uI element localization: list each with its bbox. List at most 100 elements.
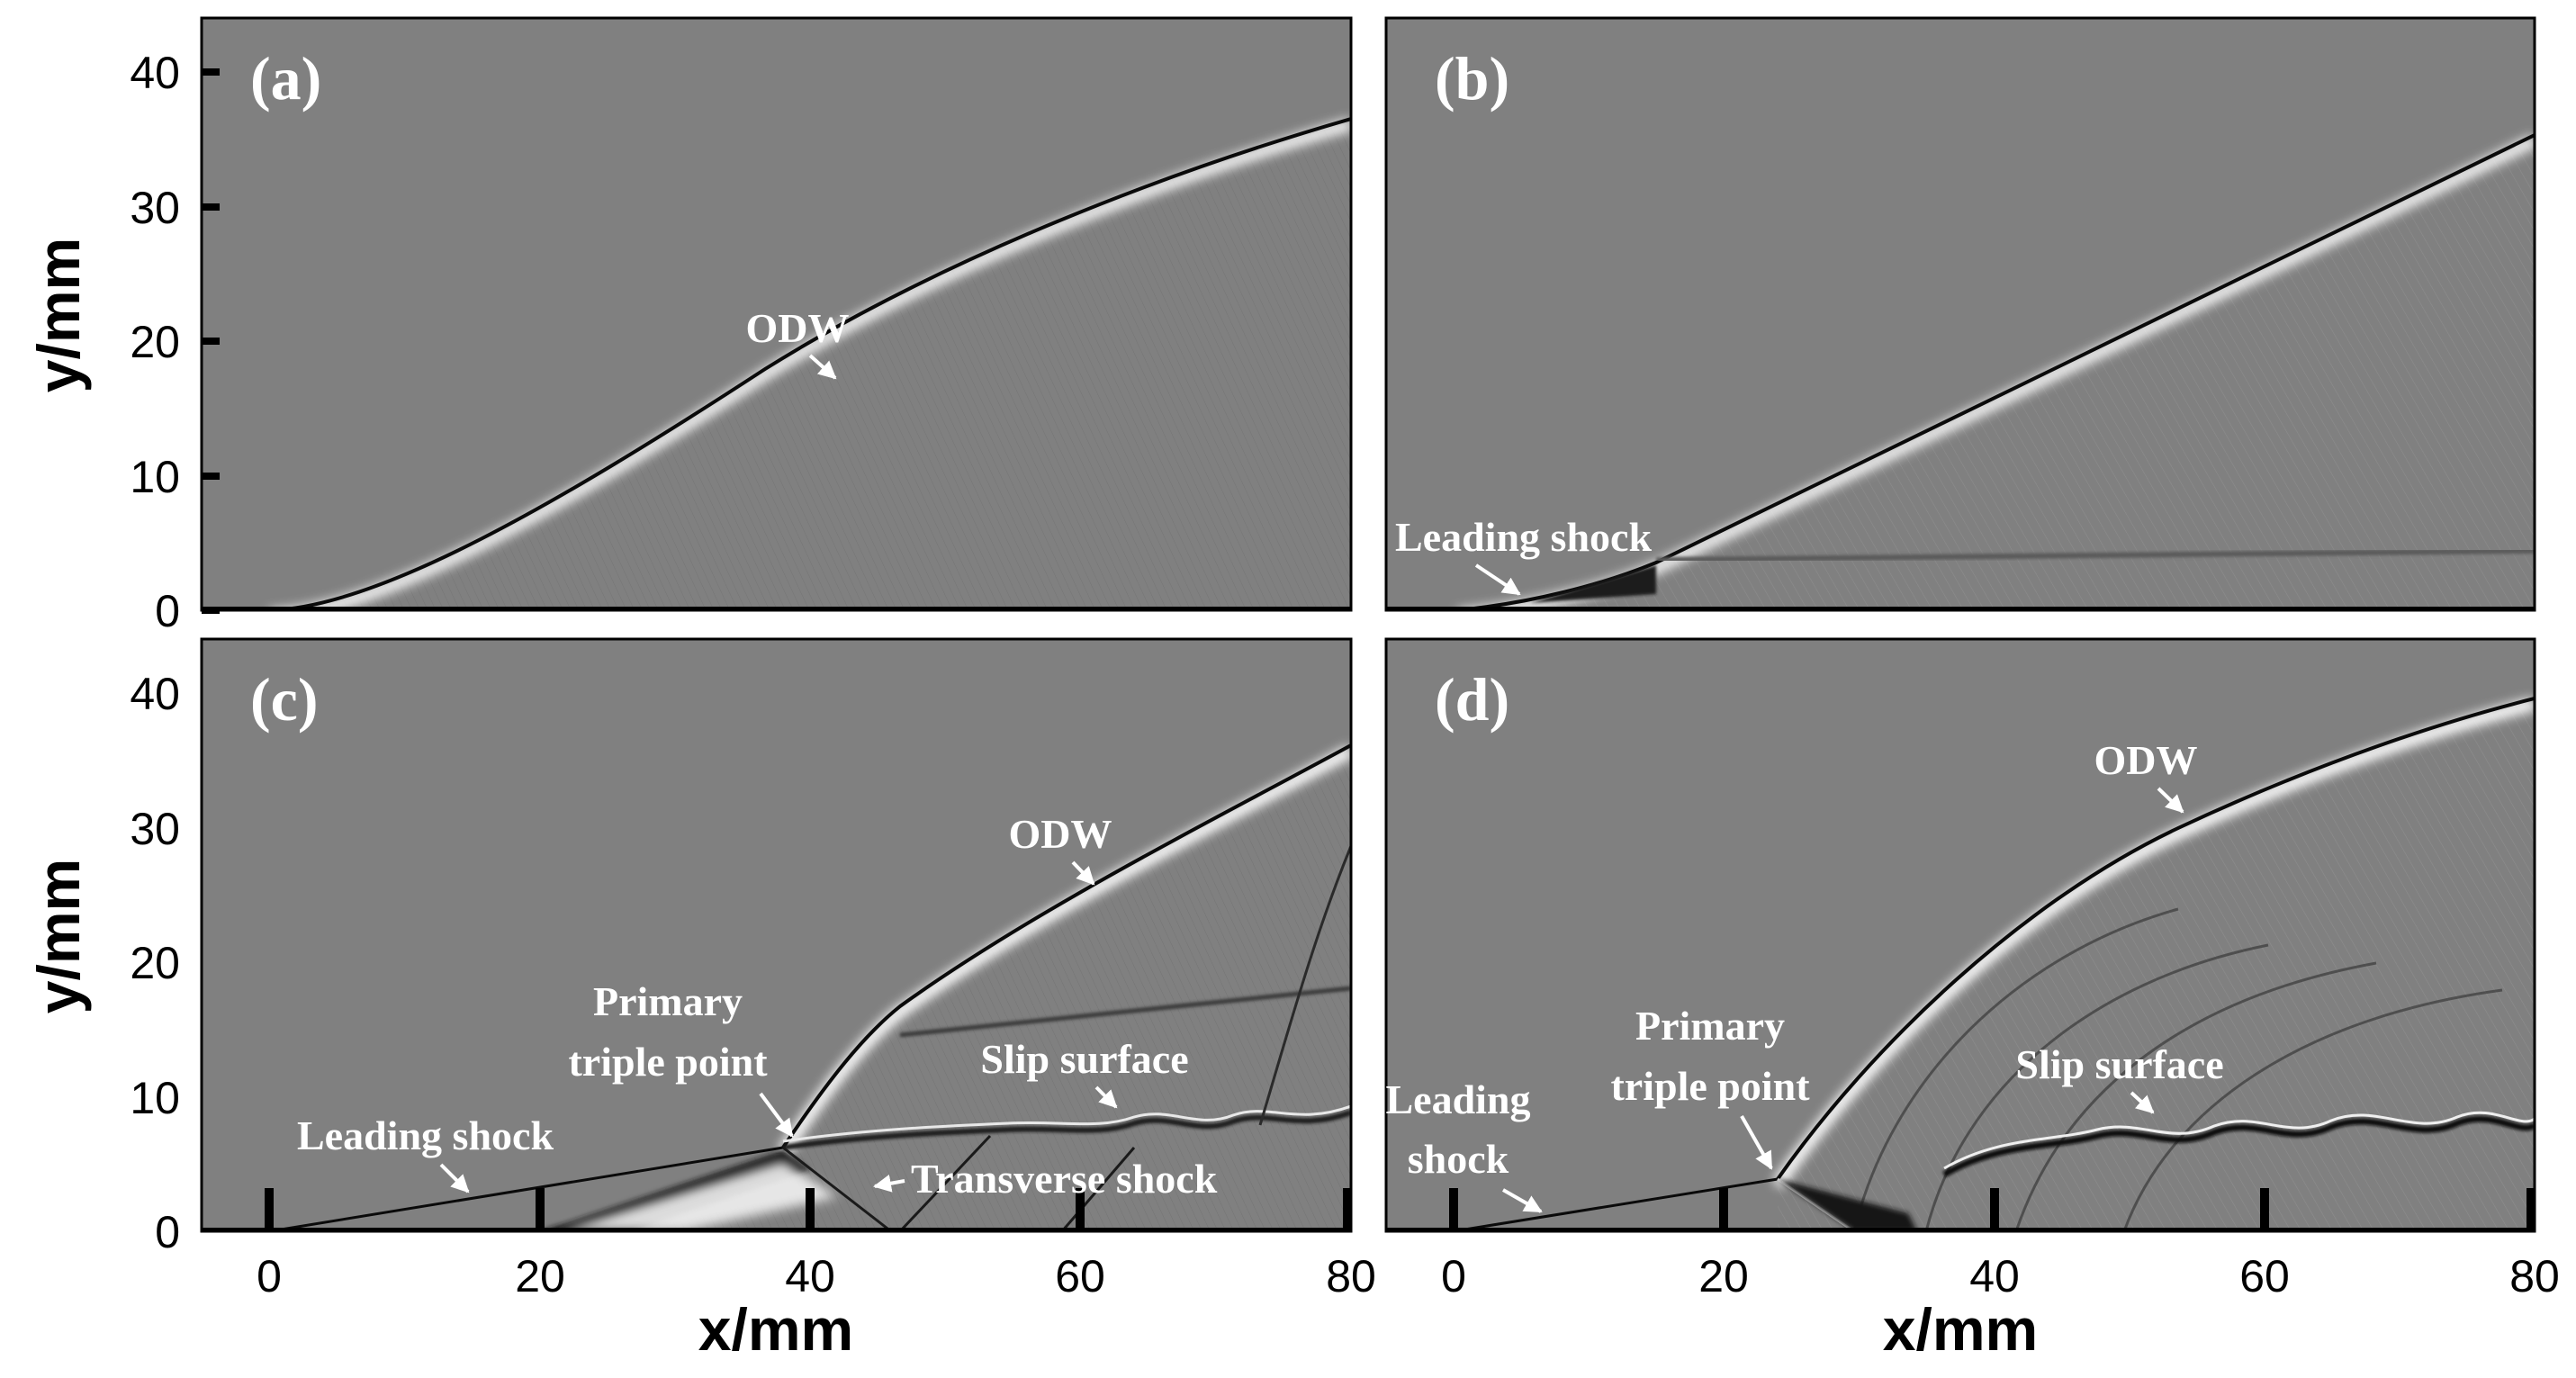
panel-c-frame — [200, 637, 1353, 1233]
x-tick-label: 0 — [257, 1251, 282, 1301]
x-axis-title-right: x/mm — [1883, 1296, 2038, 1363]
panel-c-secondary-wave — [1258, 845, 1351, 1126]
panel-c-white-wedge — [558, 1161, 837, 1231]
panel-b-frame — [1384, 16, 2536, 612]
y-tick-label: 40 — [130, 669, 180, 719]
panel-a-shock-glow — [269, 118, 1351, 610]
panel-d-annotation-triple-point: Primary triple point — [1610, 1003, 1810, 1170]
panel-c-annotation-transverse-shock: Transverse shock — [873, 1156, 1218, 1202]
panel-a-annotation-odw: ODW — [746, 305, 850, 380]
panel-d-annotation-odw: ODW — [2094, 737, 2198, 814]
annotation-arrow — [1740, 1115, 1773, 1170]
panel-d-odw-glow — [1772, 698, 2535, 1189]
x-tick-label: 60 — [2239, 1251, 2290, 1301]
annotation-text: Leading — [1385, 1076, 1530, 1122]
panel-c-odw-glow — [778, 744, 1351, 1157]
annotation-arrow — [873, 1174, 905, 1193]
panel-c-transverse-shock-2 — [898, 1134, 992, 1231]
panel-a-label: (a) — [250, 44, 321, 113]
panel-d-ground-ticks — [1449, 1188, 2535, 1231]
y-axis-title-bottom: y/mm — [25, 859, 92, 1013]
x-tick-label: 40 — [1969, 1251, 2020, 1301]
annotation-arrow — [1474, 563, 1521, 596]
y-tick-label: 0 — [155, 586, 180, 636]
panel-a-post-shock-region — [270, 119, 1351, 610]
panel-c-ground — [202, 1228, 1351, 1231]
panel-c-dark-wedge — [540, 1150, 810, 1231]
x-ticks-left: 0 20 40 60 80 — [257, 1251, 1376, 1301]
y-tick-label: 20 — [130, 317, 180, 367]
y-tick-label: 10 — [130, 452, 180, 502]
panel-c-odw-front — [781, 743, 1351, 1149]
panel-d — [1386, 639, 2535, 1231]
x-tick-label: 40 — [785, 1251, 835, 1301]
panel-d-annotation-slip-surface: Slip surface — [2015, 1041, 2224, 1114]
panel-d-post-shock-region — [1778, 698, 2535, 1231]
panel-d-slip-surface-highlight — [1943, 1111, 2535, 1170]
panel-c — [202, 639, 1351, 1231]
x-tick-label: 60 — [1055, 1251, 1105, 1301]
annotation-text: triple point — [568, 1039, 768, 1085]
panel-c-leading-shock — [269, 1146, 784, 1231]
annotation-arrow — [439, 1163, 470, 1193]
panel-d-annotation-leading-shock: Leading shock — [1385, 1076, 1543, 1213]
y-ticks-bottom: 0 10 20 30 40 — [130, 669, 180, 1257]
panel-a-ground — [202, 607, 1351, 610]
panel-b-ground — [1386, 607, 2535, 610]
y-tick-label: 30 — [130, 183, 180, 233]
panel-a-odw-front — [269, 117, 1351, 610]
panel-a-y-ticks — [202, 68, 220, 614]
panel-c-ground-ticks — [265, 1188, 1352, 1231]
panel-d-odw-front — [1776, 697, 2535, 1181]
panel-b-annotation-leading-shock: Leading shock — [1395, 514, 1652, 596]
panel-c-transverse-shock — [782, 1146, 892, 1231]
panel-d-dark-wedge — [1778, 1179, 1917, 1231]
panel-d-label: (d) — [1435, 665, 1509, 734]
annotation-text: Primary — [1635, 1003, 1785, 1049]
panel-d-slip-surface — [1942, 1115, 2535, 1178]
annotation-text: Slip surface — [980, 1036, 1188, 1082]
panel-d-leading-shock — [1453, 1177, 1779, 1231]
annotation-text: Leading shock — [297, 1112, 554, 1158]
annotation-arrow — [2130, 1091, 2155, 1114]
annotation-text: shock — [1408, 1136, 1509, 1182]
panel-c-annotation-slip-surface: Slip surface — [980, 1036, 1189, 1109]
annotation-arrow — [1502, 1188, 1543, 1213]
annotation-arrow — [759, 1092, 794, 1138]
panel-c-label: (c) — [250, 665, 318, 734]
panel-c-transverse-shock-3 — [1060, 1147, 1136, 1231]
panel-b-post-shock-region — [1458, 135, 2535, 610]
y-ticks-top: 0 10 20 30 40 — [130, 48, 180, 636]
x-tick-label: 80 — [1326, 1251, 1376, 1301]
panel-c-annotation-triple-point: Primary triple point — [568, 978, 794, 1138]
panel-a-frame — [200, 16, 1353, 612]
annotation-text: Primary — [593, 978, 743, 1024]
annotation-text: Leading shock — [1395, 514, 1652, 560]
y-tick-label: 30 — [130, 804, 180, 854]
panel-c-annotation-leading-shock: Leading shock — [297, 1112, 554, 1193]
annotation-arrow — [1071, 860, 1095, 886]
x-tick-label: 20 — [1698, 1251, 1749, 1301]
x-ticks-right: 0 20 40 60 80 — [1441, 1251, 2560, 1301]
x-axis-title-left: x/mm — [698, 1296, 853, 1363]
y-tick-label: 0 — [155, 1207, 180, 1257]
annotation-text: Transverse shock — [911, 1156, 1218, 1202]
panel-b-slip-line — [1655, 548, 2535, 563]
annotation-text: ODW — [746, 305, 850, 351]
annotation-text: ODW — [2094, 737, 2198, 783]
annotation-text: Slip surface — [2015, 1041, 2223, 1087]
x-tick-label: 0 — [1441, 1251, 1466, 1301]
panel-b — [1386, 18, 2535, 610]
annotation-arrow — [2157, 787, 2184, 814]
panel-b-dark-wedge — [1530, 565, 1656, 603]
y-tick-label: 10 — [130, 1073, 180, 1123]
y-axis-title-top: y/mm — [25, 238, 92, 392]
panel-a — [202, 18, 1351, 610]
panel-d-ground — [1386, 1228, 2535, 1231]
annotation-arrow — [1094, 1085, 1118, 1109]
x-tick-label: 80 — [2509, 1251, 2560, 1301]
y-tick-label: 40 — [130, 48, 180, 98]
panel-c-upper-slip-line — [899, 986, 1351, 1038]
annotation-text: triple point — [1610, 1063, 1810, 1109]
